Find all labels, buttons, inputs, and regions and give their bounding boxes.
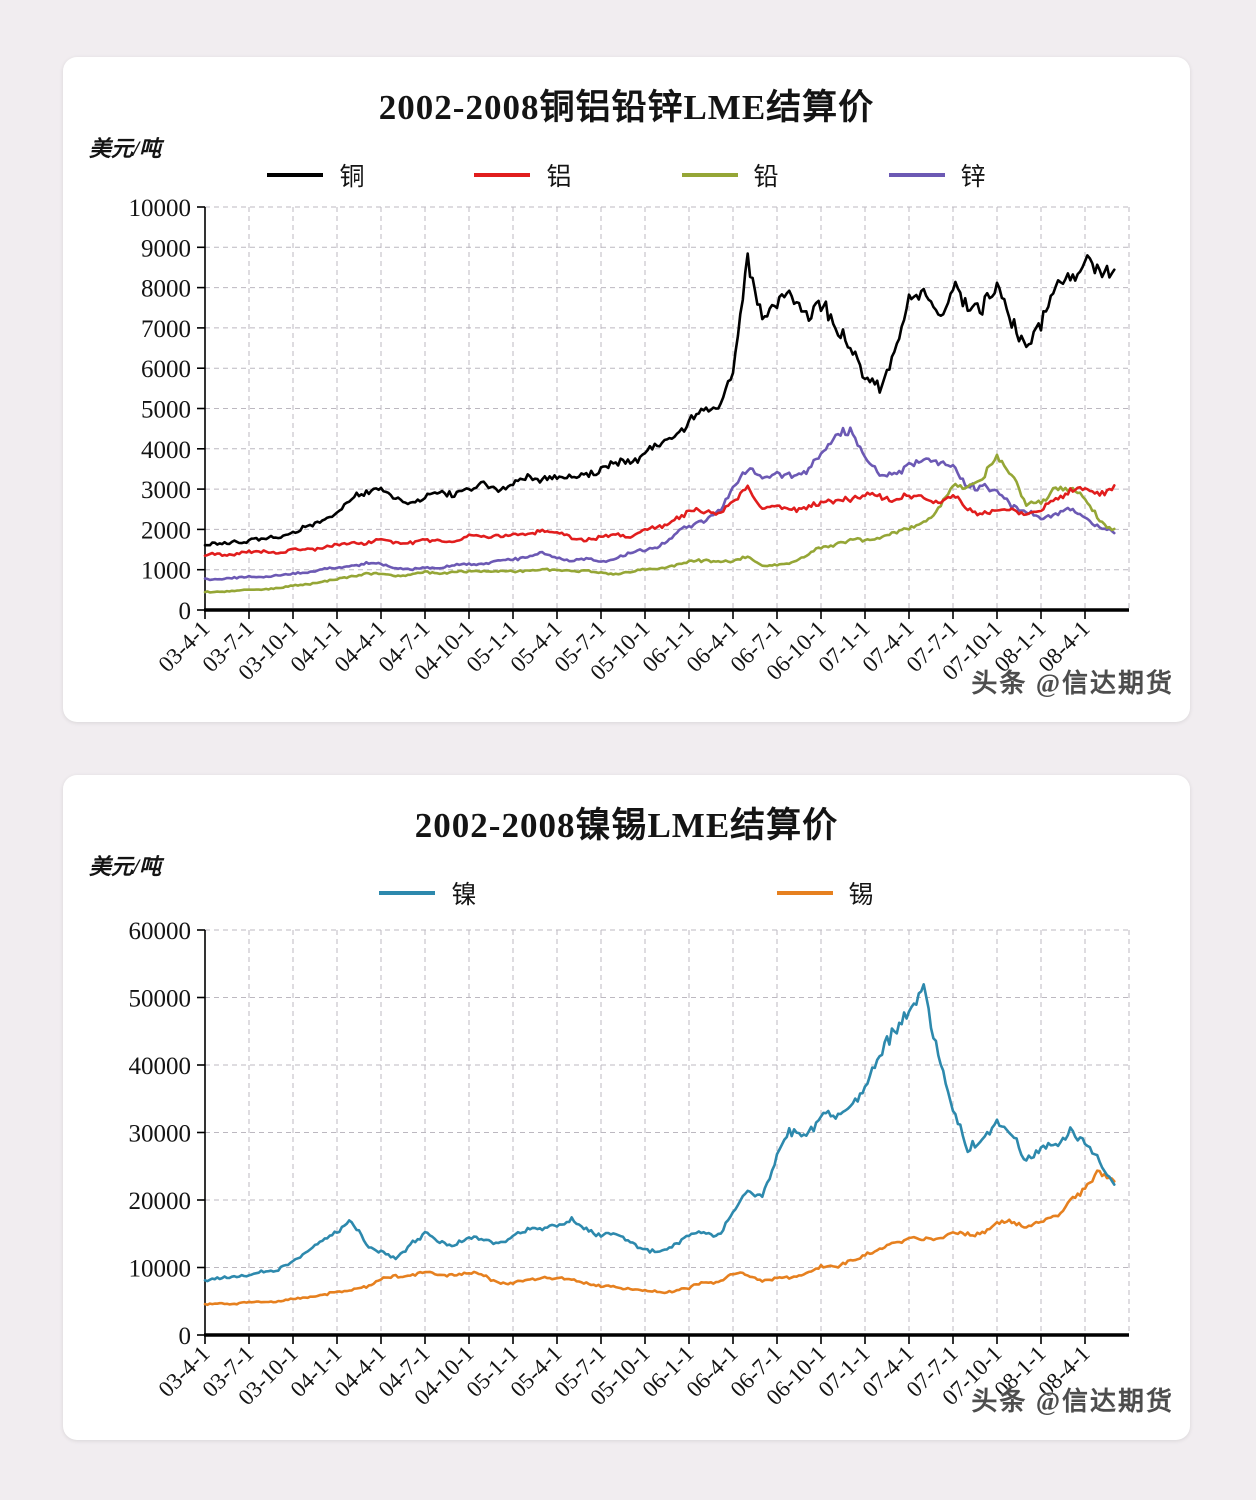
legend-label-nickel: 镍 xyxy=(451,882,477,909)
chart-title: 2002-2008铜铝铅锌LME结算价 xyxy=(378,88,875,127)
legend-label-copper: 铜 xyxy=(339,164,365,191)
svg-text:7000: 7000 xyxy=(141,316,191,343)
legend: 铜 铝 铅 锌 xyxy=(63,157,1190,193)
svg-text:40000: 40000 xyxy=(129,1053,192,1080)
svg-text:10000: 10000 xyxy=(129,195,192,222)
copper-line-swatch xyxy=(267,173,324,177)
toutiao-watermark: 头条 @信达期货 xyxy=(971,1387,1174,1416)
lead-line-swatch xyxy=(681,173,738,177)
y-axis-unit-label: 美元/吨 xyxy=(89,136,162,161)
chart-title: 2002-2008镍锡LME结算价 xyxy=(414,806,839,845)
svg-text:1000: 1000 xyxy=(141,558,191,585)
svg-text:60000: 60000 xyxy=(129,918,192,945)
legend: 镍 锡 xyxy=(63,875,1190,911)
base-metals-price-chart: 0 1000 2000 3000 4000 5000 6000 7000 8000 9000 100… xyxy=(129,195,1130,685)
svg-text:9000: 9000 xyxy=(141,235,191,262)
legend-label-zinc: 锌 xyxy=(960,164,986,191)
chart-card-nickel-tin: 2002-2008镍锡LME结算价 美元/吨 镍 锡 0 10000 20000 30… xyxy=(63,775,1190,1440)
svg-text:8000: 8000 xyxy=(141,276,191,303)
svg-text:0: 0 xyxy=(179,1323,192,1350)
svg-text:6000: 6000 xyxy=(141,356,191,383)
legend-item-aluminum: 铝 xyxy=(474,157,572,193)
aluminum-line-swatch xyxy=(474,173,531,177)
svg-text:4000: 4000 xyxy=(141,437,191,464)
svg-text:50000: 50000 xyxy=(129,986,192,1013)
svg-text:10000: 10000 xyxy=(129,1256,192,1283)
legend-item-nickel: 镍 xyxy=(379,875,477,911)
svg-text:5000: 5000 xyxy=(141,397,191,424)
svg-text:20000: 20000 xyxy=(129,1188,192,1215)
legend-item-copper: 铜 xyxy=(267,157,364,193)
zinc-line-swatch xyxy=(888,173,945,177)
svg-text:0: 0 xyxy=(179,598,192,625)
legend-item-lead: 铅 xyxy=(681,157,779,193)
nickel-tin-price-chart: 010000200003000040000500006000003-4-103-… xyxy=(129,918,1130,1410)
svg-text:2000: 2000 xyxy=(141,517,191,544)
svg-text:3000: 3000 xyxy=(141,477,191,504)
toutiao-watermark: 头条 @信达期货 xyxy=(971,669,1174,698)
legend-label-tin: 锡 xyxy=(848,882,874,909)
tin-line-swatch xyxy=(776,891,833,895)
legend-label-aluminum: 铝 xyxy=(546,164,572,191)
y-axis-unit-label: 美元/吨 xyxy=(89,854,162,879)
legend-item-tin: 锡 xyxy=(776,875,874,911)
nickel-line-swatch xyxy=(379,891,436,895)
chart-card-base-metals: 2002-2008铜铝铅锌LME结算价 美元/吨 铜 铝 铅 锌 0 1000 20… xyxy=(63,57,1190,722)
svg-text:30000: 30000 xyxy=(129,1121,192,1148)
legend-item-zinc: 锌 xyxy=(888,157,986,193)
legend-label-lead: 铅 xyxy=(753,164,779,191)
